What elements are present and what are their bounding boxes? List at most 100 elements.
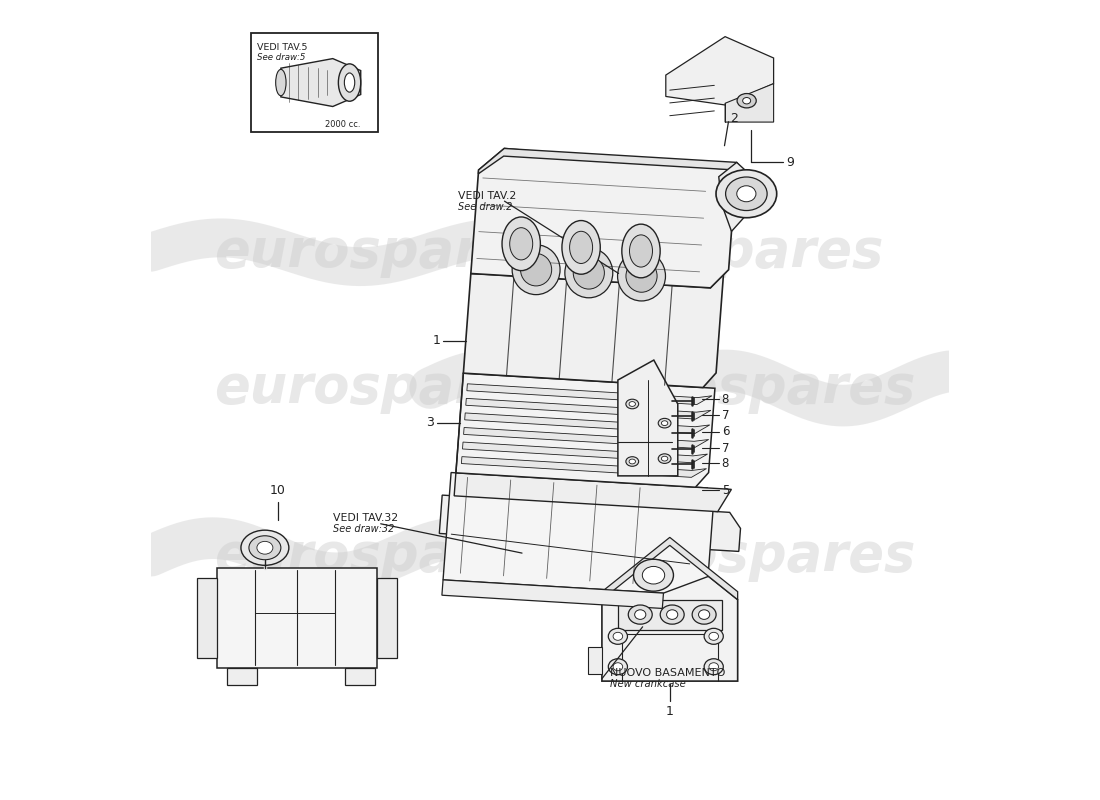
Ellipse shape [565, 248, 613, 298]
Ellipse shape [276, 70, 286, 96]
Polygon shape [463, 274, 724, 387]
Ellipse shape [626, 260, 657, 292]
Ellipse shape [737, 94, 756, 108]
Ellipse shape [570, 231, 593, 263]
Bar [197, 578, 217, 658]
Text: eurospares: eurospares [550, 226, 883, 278]
Ellipse shape [613, 662, 623, 670]
Text: eurospares: eurospares [214, 362, 548, 414]
Ellipse shape [628, 605, 652, 624]
Ellipse shape [613, 632, 623, 640]
Polygon shape [466, 384, 712, 405]
Bar [217, 568, 376, 667]
Text: 5: 5 [722, 484, 729, 497]
Ellipse shape [520, 254, 552, 286]
Ellipse shape [344, 73, 354, 92]
Bar [618, 600, 722, 630]
Ellipse shape [257, 542, 273, 554]
Polygon shape [478, 149, 744, 174]
Text: 9: 9 [785, 155, 794, 169]
Polygon shape [439, 495, 740, 551]
Ellipse shape [635, 610, 646, 619]
Polygon shape [471, 259, 724, 288]
Bar [251, 33, 378, 133]
Polygon shape [471, 149, 736, 288]
Ellipse shape [708, 662, 718, 670]
Ellipse shape [737, 186, 756, 202]
Ellipse shape [642, 566, 664, 584]
Ellipse shape [634, 559, 673, 591]
Polygon shape [280, 58, 361, 106]
Polygon shape [725, 84, 773, 122]
Text: VEDI TAV.2: VEDI TAV.2 [459, 190, 516, 201]
Text: 2000 cc.: 2000 cc. [324, 120, 361, 129]
Text: 6: 6 [722, 426, 729, 438]
Polygon shape [442, 580, 663, 609]
Text: VEDI TAV.32: VEDI TAV.32 [333, 513, 398, 523]
Ellipse shape [626, 457, 639, 466]
Text: See draw:32: See draw:32 [333, 524, 394, 534]
Ellipse shape [658, 454, 671, 463]
Text: 1: 1 [666, 705, 673, 718]
Text: eurospares: eurospares [582, 362, 915, 414]
Ellipse shape [562, 221, 601, 274]
Ellipse shape [698, 610, 710, 619]
Text: 8: 8 [722, 457, 729, 470]
Ellipse shape [667, 610, 678, 619]
Ellipse shape [629, 459, 636, 464]
Text: NUOVO BASAMENTO: NUOVO BASAMENTO [609, 668, 725, 678]
Ellipse shape [658, 418, 671, 428]
Text: VEDI TAV.5: VEDI TAV.5 [257, 43, 307, 52]
Ellipse shape [339, 64, 361, 102]
Polygon shape [454, 473, 732, 512]
Ellipse shape [621, 224, 660, 278]
Text: 10: 10 [270, 485, 286, 498]
Polygon shape [464, 413, 710, 434]
Ellipse shape [708, 632, 718, 640]
Polygon shape [465, 398, 711, 419]
Text: 8: 8 [722, 393, 729, 406]
Bar [227, 667, 257, 685]
Polygon shape [463, 427, 708, 448]
Text: 1: 1 [432, 334, 440, 347]
Ellipse shape [726, 177, 767, 210]
Ellipse shape [617, 251, 666, 301]
Ellipse shape [241, 530, 289, 566]
Text: 3: 3 [426, 417, 434, 430]
Ellipse shape [249, 536, 280, 560]
Bar [376, 578, 397, 658]
Text: eurospares: eurospares [214, 530, 548, 582]
Polygon shape [443, 473, 714, 593]
Ellipse shape [626, 399, 639, 409]
Text: New crankcase: New crankcase [609, 679, 685, 690]
Ellipse shape [742, 98, 750, 104]
Ellipse shape [573, 257, 604, 289]
Ellipse shape [509, 228, 532, 260]
Ellipse shape [629, 402, 636, 406]
Text: 7: 7 [722, 442, 729, 454]
Ellipse shape [661, 421, 668, 426]
Text: 7: 7 [722, 409, 729, 422]
Polygon shape [461, 457, 706, 478]
Polygon shape [462, 442, 707, 462]
Ellipse shape [502, 217, 540, 270]
Polygon shape [618, 360, 678, 476]
Text: See draw.2: See draw.2 [459, 202, 513, 212]
Ellipse shape [513, 245, 560, 294]
Polygon shape [666, 37, 773, 105]
Ellipse shape [629, 235, 652, 267]
Text: 2: 2 [730, 112, 738, 125]
Ellipse shape [704, 628, 724, 644]
Polygon shape [718, 162, 755, 231]
Ellipse shape [608, 628, 627, 644]
Polygon shape [602, 546, 738, 681]
Ellipse shape [716, 170, 777, 218]
Ellipse shape [661, 456, 668, 461]
Ellipse shape [660, 605, 684, 624]
Polygon shape [455, 373, 715, 487]
Polygon shape [602, 538, 738, 600]
Ellipse shape [692, 605, 716, 624]
Polygon shape [587, 647, 602, 674]
Text: See draw:5: See draw:5 [257, 54, 306, 62]
Ellipse shape [704, 658, 724, 674]
